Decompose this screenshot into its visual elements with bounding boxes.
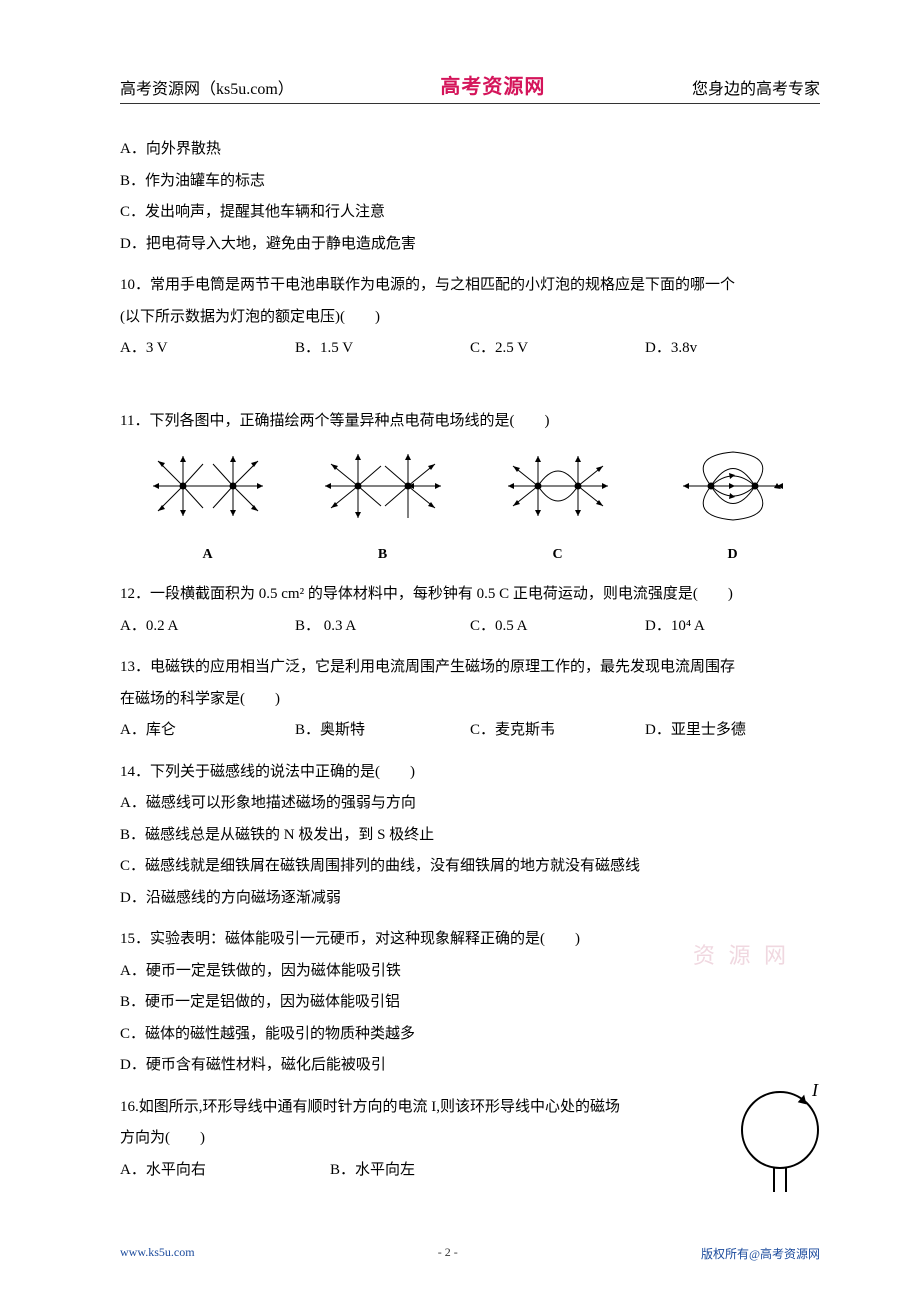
content-body: A．向外界散热 B．作为油罐车的标志 C．发出响声，提醒其他车辆和行人注意 D．… bbox=[120, 134, 820, 1186]
page: 高考资源网（ks5u.com） 高考资源网 您身边的高考专家 A．向外界散热 B… bbox=[0, 0, 920, 1302]
footer-left-link[interactable]: www.ks5u.com bbox=[120, 1245, 195, 1262]
q9-opt-a: A．向外界散热 bbox=[120, 134, 820, 166]
q15-opt-c: C．磁体的磁性越强，能吸引的物质种类越多 bbox=[120, 1019, 820, 1051]
q12-opt-d: D．10⁴ A bbox=[645, 611, 820, 643]
q10-opt-d: D．3.8v bbox=[645, 333, 820, 365]
page-header: 高考资源网（ks5u.com） 高考资源网 您身边的高考专家 bbox=[120, 70, 820, 104]
q11-fig-c: C bbox=[470, 446, 645, 570]
q10: 10．常用手电筒是两节干电池串联作为电源的，与之相匹配的小灯泡的规格应是下面的哪… bbox=[120, 270, 820, 365]
q10-options: A．3 V B．1.5 V C．2.5 V D．3.8v bbox=[120, 333, 820, 365]
q13: 13．电磁铁的应用相当广泛，它是利用电流周围产生磁场的原理工作的，最先发现电流周… bbox=[120, 652, 820, 747]
q14-stem: 14．下列关于磁感线的说法中正确的是( ) bbox=[120, 757, 820, 789]
q13-options: A．库仑 B．奥斯特 C．麦克斯韦 D．亚里士多德 bbox=[120, 715, 820, 747]
q9-opt-b: B．作为油罐车的标志 bbox=[120, 166, 820, 198]
field-lines-d-icon: + − bbox=[663, 446, 803, 526]
q11-fig-d-label: D bbox=[645, 540, 820, 569]
q16-opt-a: A．水平向右 bbox=[120, 1155, 330, 1187]
q13-opt-d: D．亚里士多德 bbox=[645, 715, 820, 747]
header-right: 您身边的高考专家 bbox=[692, 75, 820, 99]
q10-stem-line2: (以下所示数据为灯泡的额定电压)( ) bbox=[120, 302, 820, 334]
q14-opt-b: B．磁感线总是从磁铁的 N 极发出，到 S 极终止 bbox=[120, 820, 820, 852]
q13-stem-line2: 在磁场的科学家是( ) bbox=[120, 684, 820, 716]
q11: 11．下列各图中，正确描绘两个等量异种点电荷电场线的是( ) + − bbox=[120, 406, 820, 569]
q11-fig-a: + − bbox=[120, 446, 295, 570]
q12: 12．一段横截面积为 0.5 cm² 的导体材料中，每秒钟有 0.5 C 正电荷… bbox=[120, 579, 820, 642]
q13-opt-c: C．麦克斯韦 bbox=[470, 715, 645, 747]
q12-opt-b: B． 0.3 A bbox=[295, 611, 470, 643]
q16-options: A．水平向右 B．水平向左 bbox=[120, 1155, 540, 1187]
q9-options: A．向外界散热 B．作为油罐车的标志 C．发出响声，提醒其他车辆和行人注意 D．… bbox=[120, 134, 820, 260]
q10-stem-line1: 10．常用手电筒是两节干电池串联作为电源的，与之相匹配的小灯泡的规格应是下面的哪… bbox=[120, 270, 820, 302]
q16: I 16.如图所示,环形导线中通有顺时针方向的电流 I,则该环形导线中心处的磁场… bbox=[120, 1092, 820, 1187]
q15-opt-d: D．硬币含有磁性材料，磁化后能被吸引 bbox=[120, 1050, 820, 1082]
q12-opt-a: A．0.2 A bbox=[120, 611, 295, 643]
q11-fig-b-label: B bbox=[295, 540, 470, 569]
q9-opt-c: C．发出响声，提醒其他车辆和行人注意 bbox=[120, 197, 820, 229]
q12-options: A．0.2 A B． 0.3 A C．0.5 A D．10⁴ A bbox=[120, 611, 820, 643]
header-left: 高考资源网（ks5u.com） bbox=[120, 75, 294, 99]
q13-opt-b: B．奥斯特 bbox=[295, 715, 470, 747]
page-footer: www.ks5u.com - 2 - 版权所有@高考资源网 bbox=[120, 1245, 820, 1262]
q11-fig-b: B bbox=[295, 446, 470, 570]
q16-figure: I bbox=[730, 1082, 830, 1205]
q9-opt-d: D．把电荷导入大地，避免由于静电造成危害 bbox=[120, 229, 820, 261]
q16-stem-line1: 16.如图所示,环形导线中通有顺时针方向的电流 I,则该环形导线中心处的磁场 bbox=[120, 1092, 820, 1124]
q15-opt-b: B．硬币一定是铝做的，因为磁体能吸引铝 bbox=[120, 987, 820, 1019]
q10-opt-b: B．1.5 V bbox=[295, 333, 470, 365]
footer-copyright: 版权所有@高考资源网 bbox=[701, 1245, 820, 1262]
q11-stem: 11．下列各图中，正确描绘两个等量异种点电荷电场线的是( ) bbox=[120, 406, 820, 438]
q11-fig-a-label: A bbox=[120, 540, 295, 569]
q12-stem: 12．一段横截面积为 0.5 cm² 的导体材料中，每秒钟有 0.5 C 正电荷… bbox=[120, 579, 820, 611]
field-lines-b-icon bbox=[313, 446, 453, 526]
q15: 15．实验表明：磁体能吸引一元硬币，对这种现象解释正确的是( ) A．硬币一定是… bbox=[120, 924, 820, 1082]
field-lines-a-icon: + − bbox=[138, 446, 278, 526]
q11-figures: + − bbox=[120, 446, 820, 570]
q14-opt-a: A．磁感线可以形象地描述磁场的强弱与方向 bbox=[120, 788, 820, 820]
q15-opt-a: A．硬币一定是铁做的，因为磁体能吸引铁 bbox=[120, 956, 820, 988]
q11-fig-c-label: C bbox=[470, 540, 645, 569]
q10-opt-a: A．3 V bbox=[120, 333, 295, 365]
q12-opt-c: C．0.5 A bbox=[470, 611, 645, 643]
q15-stem: 15．实验表明：磁体能吸引一元硬币，对这种现象解释正确的是( ) bbox=[120, 924, 820, 956]
q13-stem-line1: 13．电磁铁的应用相当广泛，它是利用电流周围产生磁场的原理工作的，最先发现电流周… bbox=[120, 652, 820, 684]
field-lines-c-icon bbox=[488, 446, 628, 526]
q10-opt-c: C．2.5 V bbox=[470, 333, 645, 365]
current-label: I bbox=[811, 1082, 819, 1100]
loop-current-icon: I bbox=[730, 1082, 830, 1192]
header-center-logo: 高考资源网 bbox=[440, 70, 545, 99]
q14-opt-c: C．磁感线就是细铁屑在磁铁周围排列的曲线，没有细铁屑的地方就没有磁感线 bbox=[120, 851, 820, 883]
q14-opt-d: D．沿磁感线的方向磁场逐渐减弱 bbox=[120, 883, 820, 915]
footer-page-number: - 2 - bbox=[438, 1245, 458, 1262]
q16-opt-b: B．水平向左 bbox=[330, 1155, 540, 1187]
q11-fig-d: + − bbox=[645, 446, 820, 570]
q14: 14．下列关于磁感线的说法中正确的是( ) A．磁感线可以形象地描述磁场的强弱与… bbox=[120, 757, 820, 915]
q13-opt-a: A．库仑 bbox=[120, 715, 295, 747]
q16-stem-line2: 方向为( ) bbox=[120, 1123, 820, 1155]
